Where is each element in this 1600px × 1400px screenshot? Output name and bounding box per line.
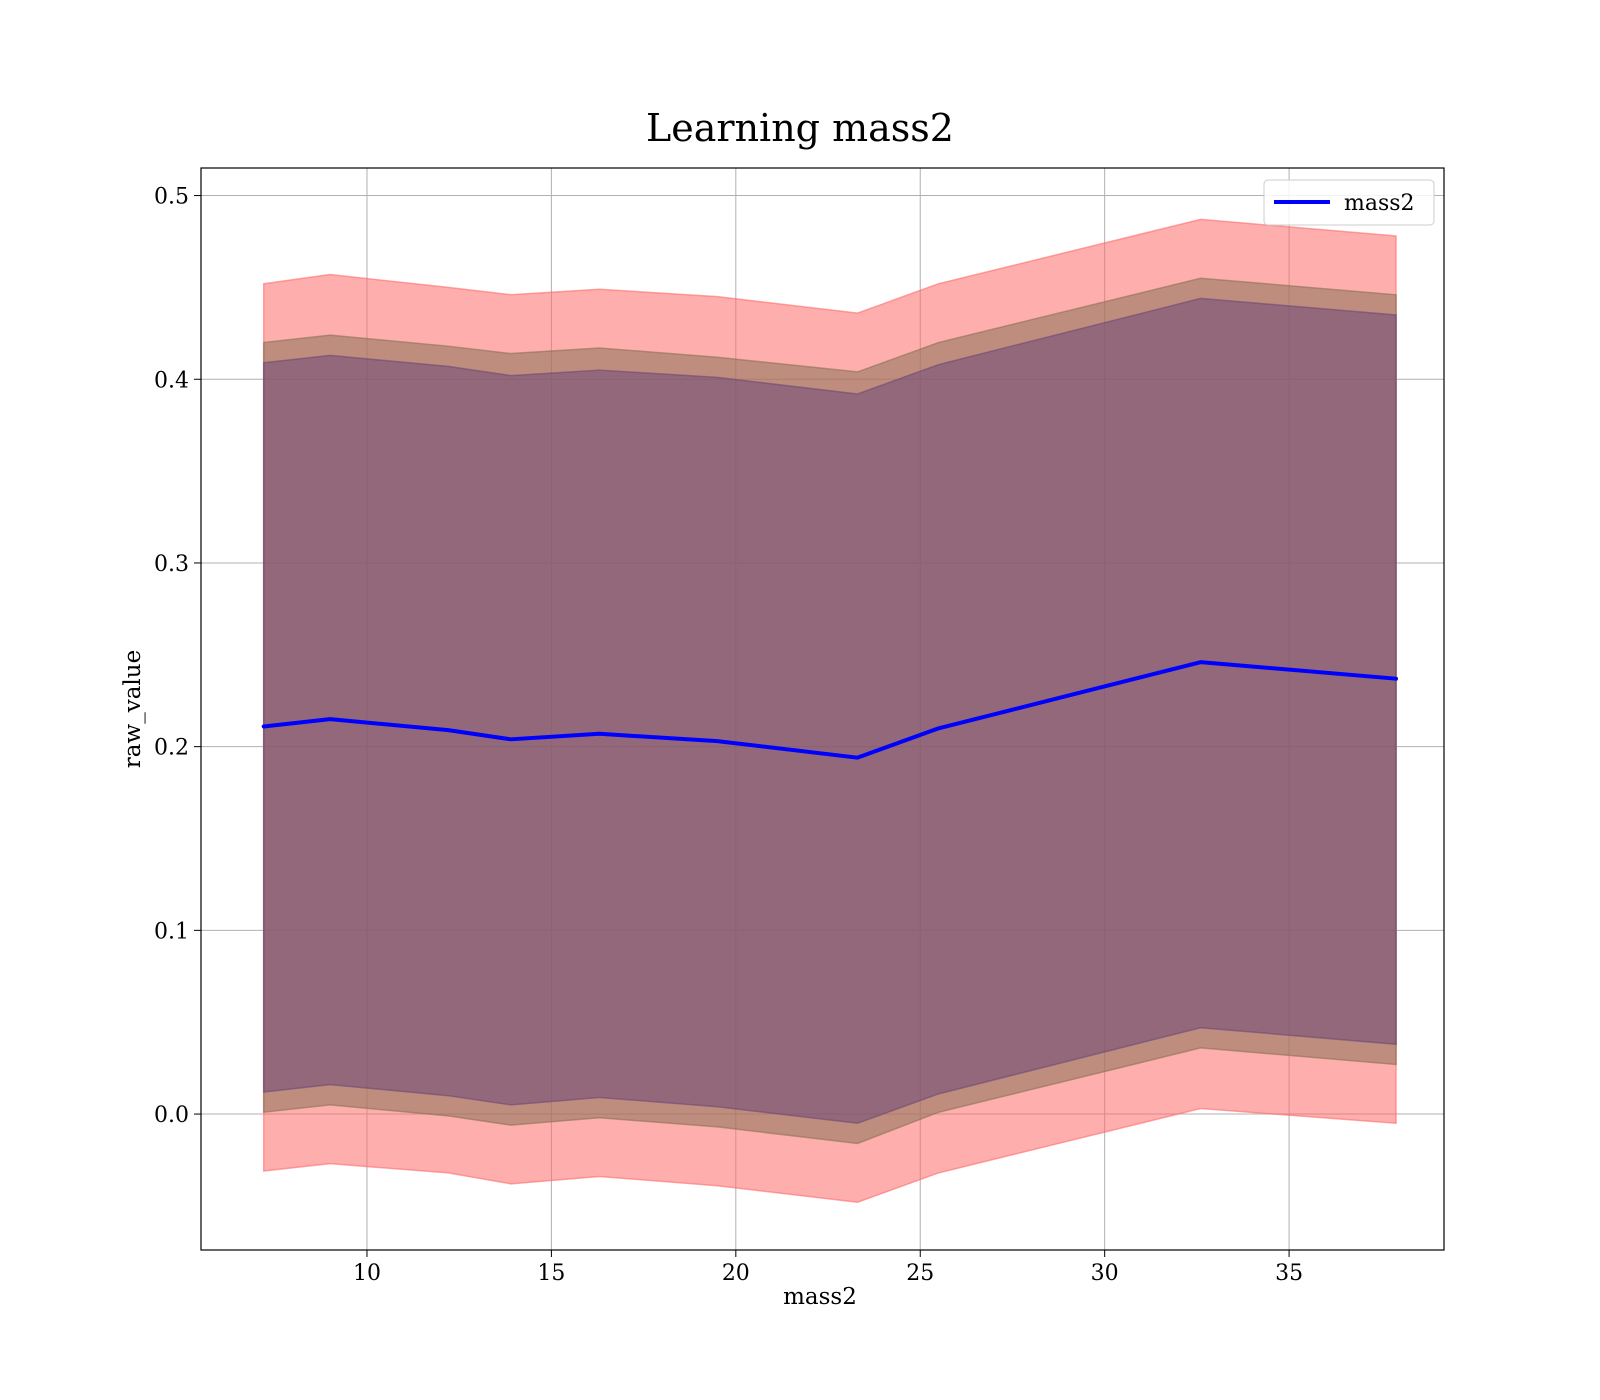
series-line-mass2 xyxy=(261,660,1399,760)
confidence-bands xyxy=(262,218,1397,1204)
x-axis-label: mass2 xyxy=(783,1284,857,1310)
confidence-band-3 xyxy=(262,297,1397,1125)
y-axis-label: raw_value xyxy=(120,650,146,768)
x-tick-label: 30 xyxy=(1091,1261,1119,1286)
series-lines xyxy=(261,660,1399,760)
plot-frame xyxy=(200,167,1445,1251)
x-tick-label: 25 xyxy=(906,1261,934,1286)
y-tick-label: 0.4 xyxy=(154,368,189,393)
y-tick-label: 0.1 xyxy=(154,919,189,944)
y-tick-label: 0.0 xyxy=(154,1103,189,1128)
legend-box xyxy=(1263,179,1435,226)
ticks: 10 15 20 25 30 35 0.0 0.1 0.2 0.3 0.4 0.5 xyxy=(154,185,1303,1286)
y-tick-label: 0.2 xyxy=(154,736,189,761)
x-tick-label: 15 xyxy=(537,1261,565,1286)
chart-title: Learning mass2 xyxy=(646,106,954,150)
legend-label: mass2 xyxy=(1344,191,1415,216)
x-tick-label: 35 xyxy=(1275,1261,1303,1286)
legend: mass2 xyxy=(1263,179,1435,226)
x-tick-label: 20 xyxy=(722,1261,750,1286)
y-tick-label: 0.5 xyxy=(154,185,189,210)
x-tick-label: 10 xyxy=(353,1261,381,1286)
y-tick-label: 0.3 xyxy=(154,552,189,577)
